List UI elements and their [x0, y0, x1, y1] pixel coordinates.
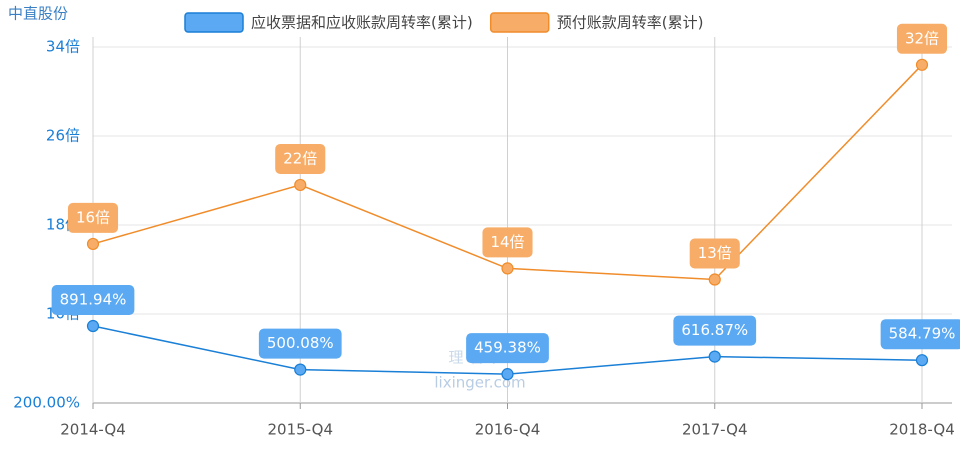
value-label-box — [258, 328, 342, 359]
value-label: 13倍 — [698, 244, 732, 262]
x-tick-label: 2015-Q4 — [268, 421, 334, 439]
value-label-box — [67, 202, 119, 233]
value-label: 616.87% — [681, 321, 748, 339]
point — [501, 368, 514, 381]
value-label: 891.94% — [60, 291, 127, 309]
value-label-box — [51, 285, 135, 316]
value-label: 16倍 — [76, 208, 110, 226]
point — [294, 178, 307, 192]
legend-swatch — [184, 12, 244, 33]
value-label-box — [689, 238, 740, 269]
legend-swatch — [489, 12, 550, 33]
x-tick-label: 2018-Q4 — [889, 421, 955, 439]
value-label-box — [482, 227, 533, 258]
point — [915, 58, 929, 71]
value-label-box — [896, 23, 948, 54]
value-label-box — [275, 143, 326, 174]
value-label: 500.08% — [267, 334, 334, 352]
point — [501, 262, 514, 275]
legend-label: 预付账款周转率(累计) — [557, 14, 704, 32]
value-label: 459.38% — [474, 339, 541, 357]
point — [86, 237, 100, 251]
x-tick-label: 2016-Q4 — [475, 421, 541, 439]
chart-title: 中直股份 — [8, 5, 68, 23]
value-label: 32倍 — [905, 29, 939, 47]
series: 16倍 22倍 14倍 13倍 32倍 — [67, 23, 948, 286]
value-label-box — [880, 319, 960, 350]
point — [708, 273, 721, 286]
value-label: 14倍 — [490, 233, 524, 251]
series: 891.94% 500.08% 459.38% 616.87% 584.79% — [51, 285, 960, 381]
point — [294, 363, 307, 376]
point — [915, 354, 929, 367]
point — [86, 319, 100, 333]
y-tick-label: 26倍 — [46, 127, 80, 145]
y-tick-label: 200.00% — [13, 394, 80, 412]
legend-label: 应收票据和应收账款周转率(累计) — [251, 14, 473, 32]
value-label-box — [466, 333, 549, 364]
value-label: 584.79% — [889, 325, 956, 343]
x-tick-label: 2017-Q4 — [682, 421, 748, 439]
x-tick-label: 2014-Q4 — [60, 421, 126, 439]
y-tick-label: 34倍 — [46, 38, 80, 56]
value-label-box — [673, 315, 757, 346]
point — [708, 350, 721, 363]
value-label: 22倍 — [283, 149, 317, 167]
